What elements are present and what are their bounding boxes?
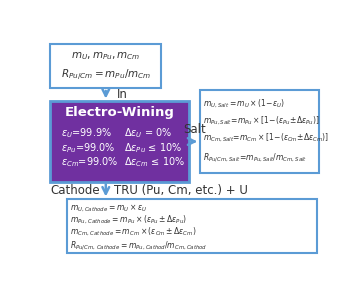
Text: $R_{Pu/Cm,\,Cathode}=m_{Pu,Cathod}/m_{Cm,Cathod}$: $R_{Pu/Cm,\,Cathode}=m_{Pu,Cathod}/m_{Cm… [70, 239, 208, 252]
Text: $m_{Pu,\,Cathode}=m_{Pu}\times(\varepsilon_{Pu}\pm\Delta\varepsilon_{Pu})$: $m_{Pu,\,Cathode}=m_{Pu}\times(\varepsil… [70, 214, 187, 226]
Text: $\varepsilon_{Pu}$=99.0%: $\varepsilon_{Pu}$=99.0% [62, 141, 116, 155]
Text: $\Delta\varepsilon_{Cm}$ ≤ 10%: $\Delta\varepsilon_{Cm}$ ≤ 10% [124, 155, 185, 169]
Text: Electro-Wining: Electro-Wining [65, 106, 175, 119]
FancyBboxPatch shape [200, 90, 319, 173]
Text: $\Delta\varepsilon_{Pu}$ ≤ 10%: $\Delta\varepsilon_{Pu}$ ≤ 10% [124, 141, 182, 155]
Text: $m_{U,Salt}=m_U\times(1\!-\!\varepsilon_U)$: $m_{U,Salt}=m_U\times(1\!-\!\varepsilon_… [203, 97, 285, 110]
Text: $m_{Pu,Salt}\!=\!m_{Pu}\times[1\!-\!(\varepsilon_{Pu}\!\pm\!\Delta\varepsilon_{P: $m_{Pu,Salt}\!=\!m_{Pu}\times[1\!-\!(\va… [203, 115, 320, 127]
Text: $\varepsilon_U$=99.9%: $\varepsilon_U$=99.9% [62, 127, 112, 140]
Text: $R_{Pu/Cm,Salt}\!=\!m_{Pu,Salt}/m_{Cm,Salt}$: $R_{Pu/Cm,Salt}\!=\!m_{Pu,Salt}/m_{Cm,Sa… [203, 151, 307, 164]
Text: Cathode: Cathode [50, 184, 100, 197]
Text: $m_{Cm,\,Cathode}=m_{Cm}\times(\varepsilon_{Cm}\pm\Delta\varepsilon_{Cm})$: $m_{Cm,\,Cathode}=m_{Cm}\times(\varepsil… [70, 225, 197, 238]
Text: Salt: Salt [183, 123, 206, 136]
Text: $R_{Pu/Cm}=m_{Pu}/m_{Cm}$: $R_{Pu/Cm}=m_{Pu}/m_{Cm}$ [61, 68, 151, 83]
Text: TRU (Pu, Cm, etc.) + U: TRU (Pu, Cm, etc.) + U [114, 184, 248, 197]
Text: $\Delta\varepsilon_U$ = 0%: $\Delta\varepsilon_U$ = 0% [124, 127, 172, 140]
Text: $m_{Cm,Salt}\!=\!m_{Cm}\times[1\!-\!(\varepsilon_{Cm}\!\pm\!\Delta\varepsilon_{C: $m_{Cm,Salt}\!=\!m_{Cm}\times[1\!-\!(\va… [203, 132, 329, 144]
Text: $\varepsilon_{Cm}$=99.0%: $\varepsilon_{Cm}$=99.0% [62, 155, 119, 169]
Text: $m_U, m_{Pu}, m_{Cm}$: $m_U, m_{Pu}, m_{Cm}$ [71, 50, 141, 62]
FancyBboxPatch shape [67, 199, 317, 253]
Text: In: In [117, 88, 128, 101]
Text: $m_{U,Cathode}=m_U\times\varepsilon_U$: $m_{U,Cathode}=m_U\times\varepsilon_U$ [70, 202, 147, 214]
FancyBboxPatch shape [50, 101, 189, 181]
FancyBboxPatch shape [50, 44, 161, 88]
